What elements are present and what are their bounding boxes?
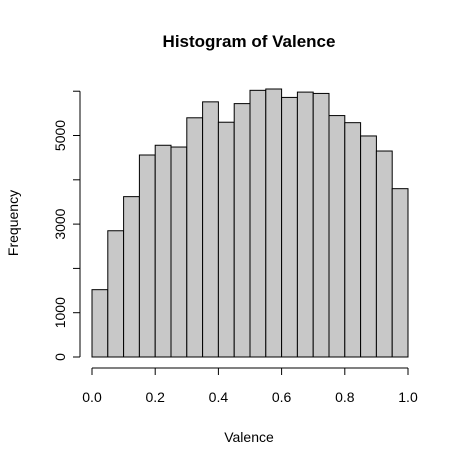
x-axis: 0.0 0.2 0.4 0.6 0.8 1.0 bbox=[82, 367, 418, 405]
histogram-bar-16 bbox=[328, 115, 346, 358]
y-tick-label: 3000 bbox=[52, 208, 68, 239]
x-tick-label: 0.0 bbox=[82, 389, 102, 405]
x-tick-label: 0.8 bbox=[335, 389, 355, 405]
y-tick-label: 5000 bbox=[52, 120, 68, 151]
x-tick-label: 0.2 bbox=[145, 389, 165, 405]
histogram-bar-3 bbox=[123, 196, 140, 358]
y-tick-label: 1000 bbox=[52, 297, 68, 328]
histogram-bar-2 bbox=[107, 230, 125, 358]
x-tick-label: 1.0 bbox=[398, 389, 418, 405]
histogram-bar-5 bbox=[154, 144, 172, 358]
histogram-bar-6 bbox=[170, 146, 188, 358]
x-axis-label: Valence bbox=[224, 429, 274, 445]
histogram-bar-9 bbox=[217, 121, 235, 358]
histogram-bar-17 bbox=[344, 122, 362, 358]
bars-group bbox=[91, 88, 409, 358]
chart-title: Histogram of Valence bbox=[163, 32, 336, 51]
histogram-bar-20 bbox=[391, 188, 409, 358]
histogram-bar-10 bbox=[233, 103, 251, 358]
histogram-bar-11 bbox=[249, 89, 267, 358]
histogram-bar-19 bbox=[375, 150, 393, 358]
histogram-bar-1 bbox=[91, 289, 109, 358]
x-tick-label: 0.4 bbox=[209, 389, 229, 405]
histogram-bar-8 bbox=[202, 101, 219, 358]
histogram-bar-14 bbox=[296, 91, 314, 358]
histogram-bar-7 bbox=[186, 117, 204, 358]
histogram-bar-13 bbox=[281, 96, 298, 358]
y-axis: 0 1000 3000 5000 bbox=[52, 90, 81, 361]
y-tick-label: 0 bbox=[52, 353, 68, 361]
x-tick-label: 0.6 bbox=[272, 389, 292, 405]
histogram-bar-4 bbox=[138, 154, 156, 358]
y-axis-label: Frequency bbox=[5, 190, 21, 256]
histogram-bar-12 bbox=[265, 88, 283, 358]
histogram-bar-18 bbox=[360, 135, 377, 358]
histogram-bar-15 bbox=[312, 92, 330, 358]
